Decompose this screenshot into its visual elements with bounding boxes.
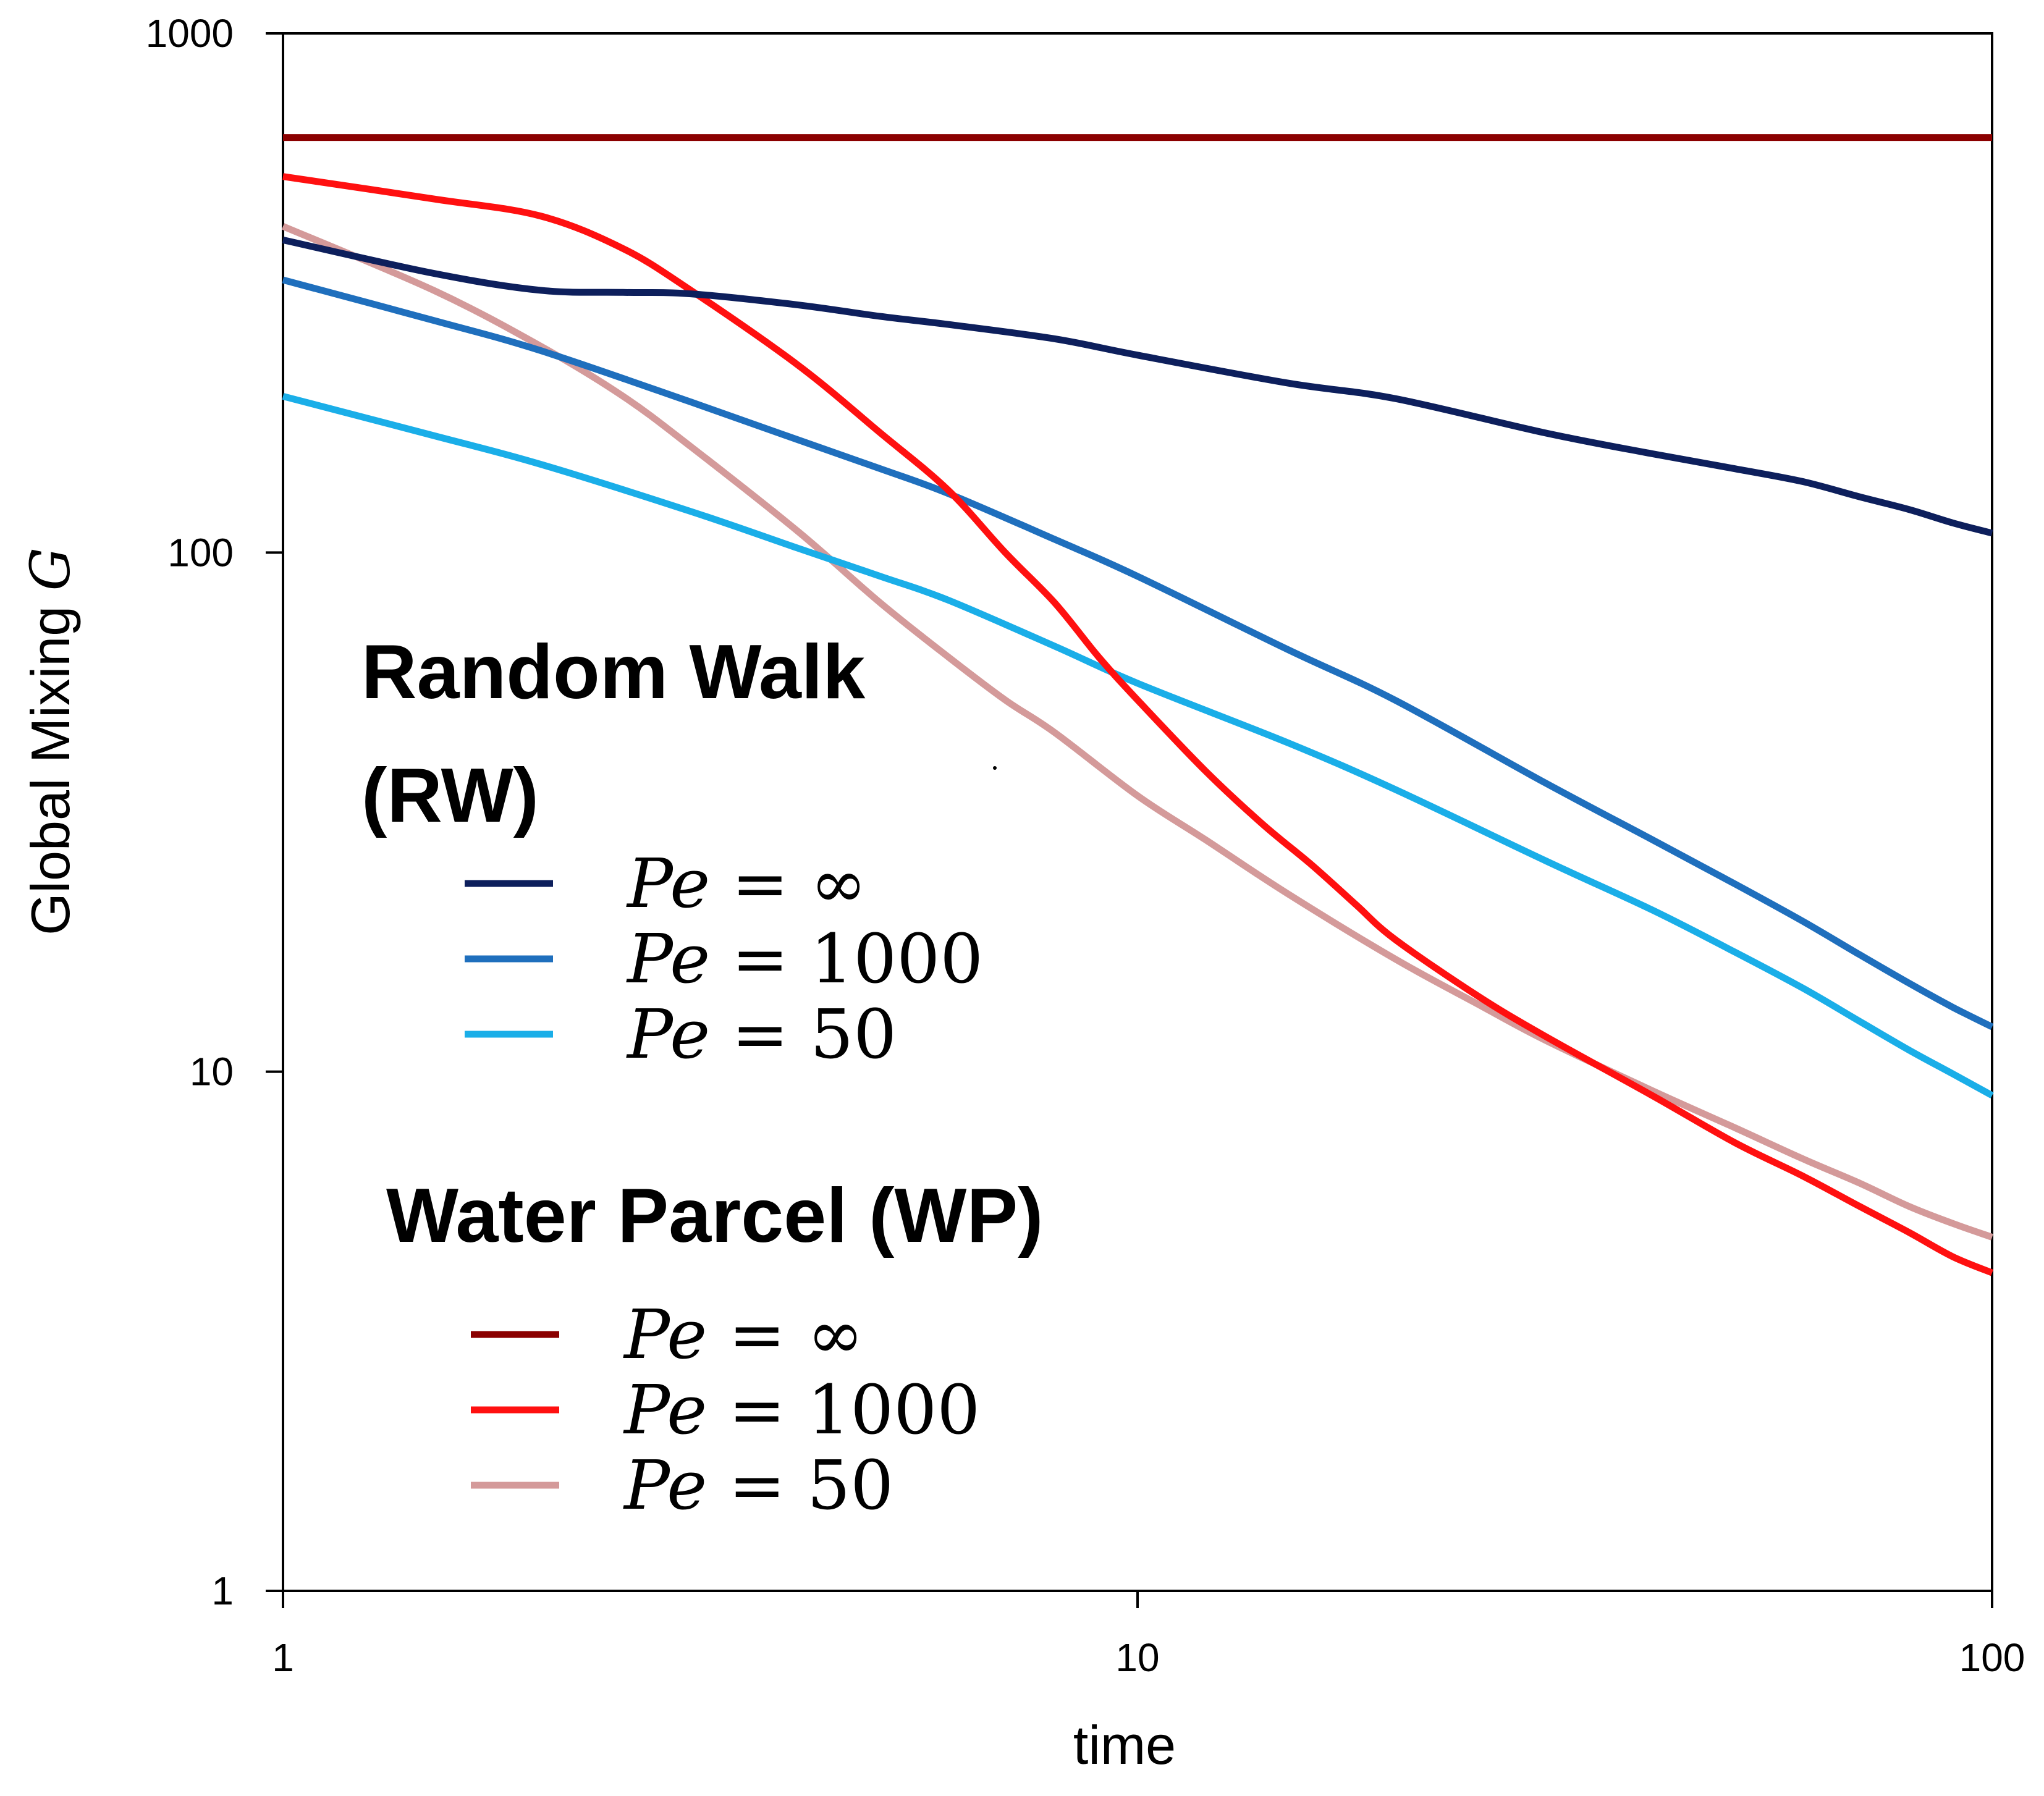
legend-rw-entry-label: Pe = ∞	[626, 844, 867, 923]
legend-rw-entry-label: Pe = 1000	[626, 919, 983, 998]
x-tick-label: 1	[272, 1635, 294, 1680]
legend-rw-entry-label-var: Pe	[626, 844, 710, 923]
y-axis-title-symbol: G	[19, 547, 82, 591]
legend-rw-entry-label: Pe = 50	[626, 995, 897, 1074]
legend-wp-entry-label-eq: =	[707, 1295, 807, 1374]
y-axis-title-text: Global Mixing	[20, 591, 81, 935]
legend-group-wp-title: Water Parcel (WP)	[386, 1173, 1043, 1258]
y-tick-label: 100	[167, 530, 234, 575]
legend-wp-entry-label: Pe = ∞	[623, 1295, 864, 1374]
y-tick-label: 10	[190, 1050, 234, 1094]
legend-wp-entry-label: Pe = 50	[623, 1446, 893, 1525]
series-rw-pe-50	[282, 393, 1994, 1098]
ticks-layer: 1 10 100 1000 1 10 100	[146, 11, 2025, 1680]
legend-rw-entry-label-eq: =	[710, 844, 810, 923]
legend-rw-entry-label-var: Pe	[626, 919, 710, 998]
legend-wp-entry-label-value: 50	[807, 1446, 893, 1525]
y-axis-title: Global Mixing G	[19, 547, 82, 935]
legend-group-rw-title-line2: (RW)	[361, 753, 539, 838]
legend-wp-entry-label-var: Pe	[623, 1295, 707, 1374]
legend-wp-entry-label-var: Pe	[623, 1370, 707, 1449]
x-tick-label: 10	[1115, 1635, 1159, 1680]
legend-wp-entry-label-var: Pe	[623, 1446, 707, 1525]
legend-group-rw-title-line1: Random Walk	[361, 630, 866, 715]
series-rw-pe-inf	[282, 237, 1993, 537]
legend-rw-entry-label-value: 1000	[810, 919, 983, 998]
series-rw-pe-1000	[282, 276, 1994, 1031]
legend-rw-entry-label-eq: =	[710, 919, 810, 998]
series-wp-pe-1000	[282, 173, 1994, 1276]
legend-rw-entry-label-eq: =	[710, 995, 810, 1074]
legend-rw-entry-label-value: ∞	[810, 844, 867, 923]
legend-rw-entry-label-var: Pe	[626, 995, 710, 1074]
x-tick-label: 100	[1959, 1635, 2025, 1680]
series-wp-pe-50	[281, 223, 1993, 1241]
legend-wp-entry-label-eq: =	[707, 1446, 807, 1525]
stray-dot	[993, 766, 997, 770]
legend-rw-entry-label-value: 50	[810, 995, 897, 1074]
x-axis-title: time	[1073, 1714, 1176, 1776]
legend-wp-entry-label-value: 1000	[807, 1370, 980, 1449]
legend-wp-entry-label-value: ∞	[807, 1295, 864, 1374]
legend-wp-entry-label: Pe = 1000	[623, 1370, 980, 1449]
series-layer	[281, 134, 1994, 1276]
y-tick-label: 1000	[146, 11, 234, 56]
legend-wp-entry-label-eq: =	[707, 1370, 807, 1449]
y-tick-label: 1	[211, 1569, 234, 1613]
